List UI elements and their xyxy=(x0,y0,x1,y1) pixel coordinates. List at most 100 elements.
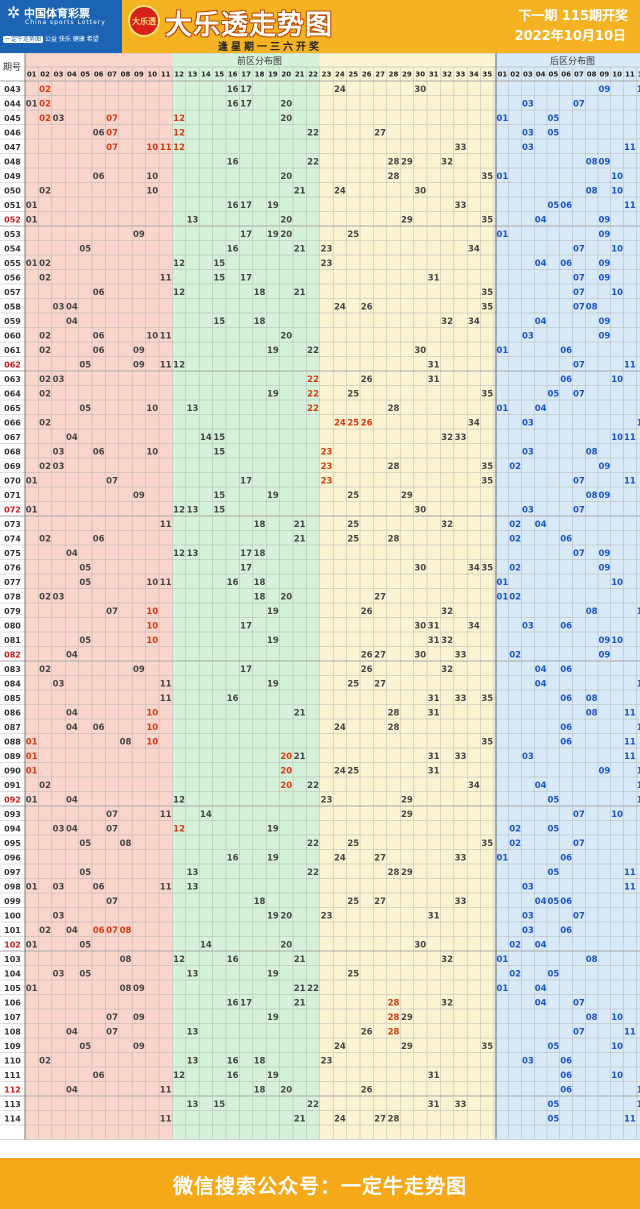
front-number-mark: 23 xyxy=(321,462,333,472)
period-label: 091 xyxy=(4,781,21,790)
back-col-label: 01 xyxy=(498,71,508,79)
front-number-mark: 12 xyxy=(173,955,185,965)
back-number-mark: 12 xyxy=(637,723,640,733)
front-number-mark: 17 xyxy=(240,621,252,631)
front-number-mark: 12 xyxy=(173,824,185,834)
back-number-mark: 03 xyxy=(522,99,534,109)
front-number-mark: 31 xyxy=(428,621,440,631)
front-number-mark: 03 xyxy=(53,911,65,921)
back-number-mark: 11 xyxy=(624,201,636,211)
front-number-mark: 13 xyxy=(187,969,199,979)
period-label: 107 xyxy=(4,1013,21,1022)
back-number-mark: 02 xyxy=(509,462,521,472)
front-number-mark: 06 xyxy=(93,882,105,892)
period-column-bg xyxy=(0,53,25,1140)
period-label: 064 xyxy=(4,389,21,398)
period-label: 078 xyxy=(4,592,21,601)
front-number-mark: 06 xyxy=(93,346,105,356)
back-number-mark: 09 xyxy=(598,491,610,501)
front-col-label: 07 xyxy=(107,71,117,79)
front-col-label: 26 xyxy=(362,71,372,79)
period-label: 097 xyxy=(4,868,21,877)
front-number-mark: 31 xyxy=(428,360,440,370)
front-number-mark: 04 xyxy=(66,708,78,718)
front-number-mark: 02 xyxy=(39,592,51,602)
back-number-mark: 11 xyxy=(624,1027,636,1037)
next-draw-label: 下一期 115期开奖 xyxy=(518,9,628,24)
back-number-mark: 05 xyxy=(547,824,559,834)
front-number-mark: 28 xyxy=(388,998,400,1008)
back-number-mark: 08 xyxy=(586,1013,598,1023)
back-number-mark: 03 xyxy=(522,331,534,341)
back-number-mark: 06 xyxy=(560,375,572,385)
back-number-mark: 04 xyxy=(535,404,547,414)
back-col-label: 12 xyxy=(638,71,640,79)
front-number-mark: 04 xyxy=(66,549,78,559)
front-number-mark: 04 xyxy=(66,824,78,834)
front-number-mark: 20 xyxy=(280,215,292,225)
back-number-mark: 05 xyxy=(547,1114,559,1124)
back-number-mark: 01 xyxy=(496,853,508,863)
front-number-mark: 09 xyxy=(133,665,145,675)
period-label: 068 xyxy=(4,447,21,456)
period-label: 101 xyxy=(4,926,21,935)
front-number-mark: 13 xyxy=(187,404,199,414)
front-number-mark: 03 xyxy=(53,679,65,689)
front-number-mark: 12 xyxy=(173,288,185,298)
page-subtitle: 逢星期一三六开奖 xyxy=(218,42,322,53)
front-number-mark: 27 xyxy=(374,897,386,907)
back-number-mark: 06 xyxy=(560,665,572,675)
front-number-mark: 21 xyxy=(294,708,306,718)
back-number-mark: 02 xyxy=(509,839,521,849)
front-number-mark: 03 xyxy=(53,882,65,892)
front-number-mark: 18 xyxy=(254,549,266,559)
period-label: 104 xyxy=(4,969,21,978)
back-number-mark: 04 xyxy=(535,998,547,1008)
period-label: 057 xyxy=(4,288,21,297)
front-number-mark: 35 xyxy=(481,839,493,849)
front-col-label: 28 xyxy=(389,71,399,79)
front-number-mark: 18 xyxy=(254,1056,266,1066)
back-number-mark: 08 xyxy=(586,607,598,617)
back-number-mark: 01 xyxy=(496,984,508,994)
period-label: 059 xyxy=(4,317,21,326)
front-number-mark: 31 xyxy=(428,911,440,921)
back-number-mark: 02 xyxy=(509,650,521,660)
footer-text: 微信搜索公众号：一定牛走势图 xyxy=(173,1174,467,1198)
slogan: 一定牛走势图 公益 快乐 健康 希望 xyxy=(3,34,99,43)
front-number-mark: 19 xyxy=(267,1071,279,1081)
front-number-mark: 25 xyxy=(347,389,359,399)
front-number-mark: 09 xyxy=(133,230,145,240)
front-number-mark: 30 xyxy=(414,346,426,356)
back-number-mark: 11 xyxy=(624,708,636,718)
back-number-mark: 06 xyxy=(560,897,572,907)
period-label: 061 xyxy=(4,346,21,355)
front-number-mark: 25 xyxy=(347,897,359,907)
front-number-mark: 13 xyxy=(187,505,199,515)
front-number-mark: 22 xyxy=(307,404,319,414)
period-label: 112 xyxy=(4,1085,21,1094)
lottery-emblem-icon: 大乐透 xyxy=(128,5,160,37)
front-number-mark: 11 xyxy=(160,1114,172,1124)
front-number-mark: 06 xyxy=(93,534,105,544)
front-number-mark: 22 xyxy=(307,1100,319,1110)
page-title: 大乐透走势图 xyxy=(165,10,333,41)
star-logo-icon: ✲ xyxy=(7,3,21,22)
back-number-mark: 06 xyxy=(560,1085,572,1095)
front-number-mark: 07 xyxy=(106,114,118,124)
front-number-mark: 26 xyxy=(361,607,373,617)
front-col-label: 16 xyxy=(228,71,238,79)
front-number-mark: 06 xyxy=(93,331,105,341)
front-number-mark: 05 xyxy=(79,578,91,588)
front-number-mark: 13 xyxy=(187,549,199,559)
front-number-mark: 15 xyxy=(213,1100,225,1110)
period-label: 113 xyxy=(4,1100,21,1109)
front-number-mark: 06 xyxy=(93,447,105,457)
front-number-mark: 05 xyxy=(79,360,91,370)
brand-name: 中国体育彩票 xyxy=(24,7,90,20)
back-number-mark: 07 xyxy=(573,99,585,109)
back-number-mark: 03 xyxy=(522,447,534,457)
back-number-mark: 04 xyxy=(535,259,547,269)
front-number-mark: 30 xyxy=(414,621,426,631)
back-number-mark: 01 xyxy=(496,404,508,414)
